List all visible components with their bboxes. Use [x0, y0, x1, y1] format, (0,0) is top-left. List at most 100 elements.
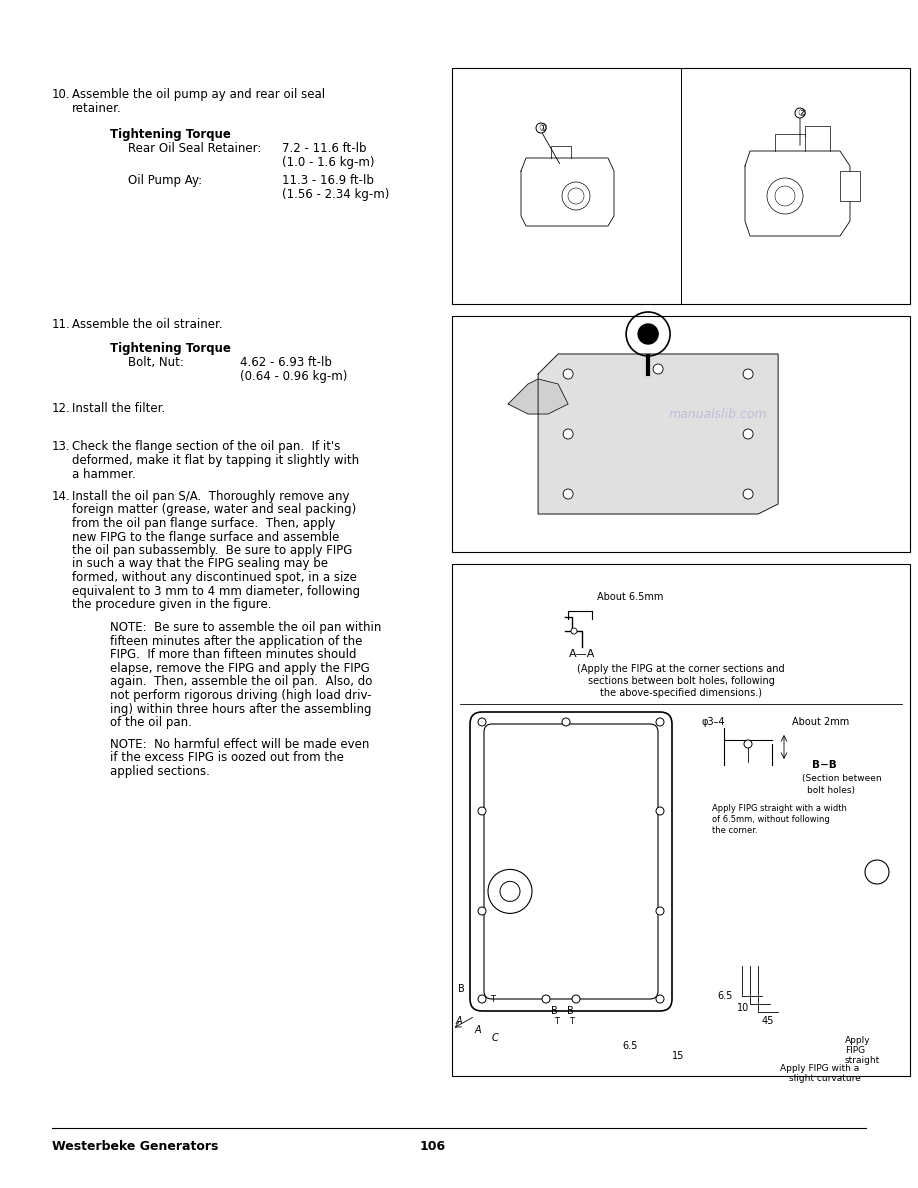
FancyBboxPatch shape: [484, 723, 658, 999]
Text: About 6.5mm: About 6.5mm: [597, 592, 664, 602]
Text: fifteen minutes after the application of the: fifteen minutes after the application of…: [110, 636, 363, 647]
Text: A: A: [475, 1025, 482, 1035]
Bar: [840, 171, 860, 201]
Text: the oil pan subassembly.  Be sure to apply FIPG: the oil pan subassembly. Be sure to appl…: [72, 544, 353, 557]
Text: B−B: B−B: [812, 760, 836, 770]
Text: again.  Then, assemble the oil pan.  Also, do: again. Then, assemble the oil pan. Also,…: [110, 676, 373, 689]
Text: the corner.: the corner.: [712, 826, 757, 835]
Text: Tightening Torque: Tightening Torque: [110, 342, 230, 355]
Text: sections between bolt holes, following: sections between bolt holes, following: [588, 676, 775, 685]
Text: C: C: [492, 1034, 498, 1043]
Circle shape: [743, 369, 753, 379]
Circle shape: [542, 996, 550, 1003]
Text: 11.: 11.: [52, 318, 71, 331]
Text: (1.56 - 2.34 kg-m): (1.56 - 2.34 kg-m): [282, 188, 389, 201]
Text: A: A: [456, 1016, 463, 1026]
Circle shape: [656, 906, 664, 915]
Text: equivalent to 3 mm to 4 mm diameter, following: equivalent to 3 mm to 4 mm diameter, fol…: [72, 584, 360, 598]
Text: Tightening Torque: Tightening Torque: [110, 128, 230, 141]
Text: FIPG.  If more than fifteen minutes should: FIPG. If more than fifteen minutes shoul…: [110, 649, 356, 662]
Text: ①: ①: [539, 124, 547, 133]
Circle shape: [563, 369, 573, 379]
Bar: [452, 68, 910, 304]
Text: the above-specified dimensions.): the above-specified dimensions.): [600, 688, 762, 699]
Text: T: T: [490, 994, 495, 1004]
Text: Apply: Apply: [845, 1036, 870, 1045]
Circle shape: [744, 740, 752, 748]
Polygon shape: [508, 379, 568, 413]
Circle shape: [865, 860, 889, 884]
Text: 15: 15: [672, 1051, 685, 1061]
Text: T: T: [554, 1017, 559, 1026]
Text: of 6.5mm, without following: of 6.5mm, without following: [712, 815, 830, 824]
Circle shape: [488, 870, 532, 914]
Circle shape: [563, 489, 573, 499]
Text: manualslib.com: manualslib.com: [669, 407, 767, 421]
Text: Install the oil pan S/A.  Thoroughly remove any: Install the oil pan S/A. Thoroughly remo…: [72, 489, 350, 503]
Text: from the oil pan flange surface.  Then, apply: from the oil pan flange surface. Then, a…: [72, 517, 335, 530]
Text: 6.5: 6.5: [622, 1041, 637, 1051]
Text: deformed, make it flat by tapping it slightly with: deformed, make it flat by tapping it sli…: [72, 454, 359, 467]
Bar: [452, 564, 910, 1076]
Text: Bolt, Nut:: Bolt, Nut:: [128, 356, 184, 369]
Circle shape: [478, 906, 486, 915]
Text: NOTE:  Be sure to assemble the oil pan within: NOTE: Be sure to assemble the oil pan wi…: [110, 621, 381, 634]
Polygon shape: [538, 354, 778, 514]
Text: Assemble the oil pump ay and rear oil seal: Assemble the oil pump ay and rear oil se…: [72, 88, 325, 101]
Circle shape: [743, 429, 753, 440]
Text: elapse, remove the FIPG and apply the FIPG: elapse, remove the FIPG and apply the FI…: [110, 662, 370, 675]
Text: of the oil pan.: of the oil pan.: [110, 716, 192, 729]
Text: 6.5: 6.5: [717, 991, 733, 1001]
FancyBboxPatch shape: [470, 712, 672, 1011]
Text: 10.: 10.: [52, 88, 71, 101]
Text: if the excess FIPG is oozed out from the: if the excess FIPG is oozed out from the: [110, 751, 344, 764]
Text: NOTE:  No harmful effect will be made even: NOTE: No harmful effect will be made eve…: [110, 738, 369, 751]
Text: Check the flange section of the oil pan.  If it's: Check the flange section of the oil pan.…: [72, 440, 341, 453]
Text: formed, without any discontinued spot, in a size: formed, without any discontinued spot, i…: [72, 571, 357, 584]
Text: retainer.: retainer.: [72, 102, 122, 115]
Circle shape: [562, 718, 570, 726]
Bar: [452, 316, 910, 552]
Text: 4.62 - 6.93 ft-lb: 4.62 - 6.93 ft-lb: [240, 356, 332, 369]
Circle shape: [572, 996, 580, 1003]
Text: Assemble the oil strainer.: Assemble the oil strainer.: [72, 318, 223, 331]
Text: B: B: [458, 984, 465, 994]
Circle shape: [478, 996, 486, 1003]
Text: ②: ②: [798, 108, 806, 118]
Text: Apply FIPG straight with a width: Apply FIPG straight with a width: [712, 804, 847, 813]
Text: Rear Oil Seal Retainer:: Rear Oil Seal Retainer:: [128, 143, 262, 154]
Text: foreign matter (grease, water and seal packing): foreign matter (grease, water and seal p…: [72, 504, 356, 517]
Text: 10: 10: [737, 1003, 749, 1013]
Text: in such a way that the FIPG sealing may be: in such a way that the FIPG sealing may …: [72, 557, 328, 570]
Text: B: B: [567, 1006, 574, 1016]
Text: ing) within three hours after the assembling: ing) within three hours after the assemb…: [110, 702, 372, 715]
Text: T: T: [569, 1017, 574, 1026]
Text: the procedure given in the figure.: the procedure given in the figure.: [72, 598, 272, 611]
Text: slight curvature: slight curvature: [789, 1074, 861, 1083]
Text: applied sections.: applied sections.: [110, 765, 210, 777]
Text: B: B: [551, 1006, 558, 1016]
Circle shape: [656, 718, 664, 726]
Text: Install the filter.: Install the filter.: [72, 402, 165, 415]
Text: not perform rigorous driving (high load driv-: not perform rigorous driving (high load …: [110, 689, 372, 702]
Text: 106: 106: [420, 1140, 446, 1154]
Text: (Apply the FIPG at the corner sections and: (Apply the FIPG at the corner sections a…: [577, 664, 785, 674]
Text: 12.: 12.: [52, 402, 71, 415]
Text: 7.2 - 11.6 ft-lb: 7.2 - 11.6 ft-lb: [282, 143, 366, 154]
Circle shape: [478, 718, 486, 726]
Circle shape: [743, 489, 753, 499]
Text: Oil Pump Ay:: Oil Pump Ay:: [128, 173, 202, 187]
Text: 45: 45: [762, 1016, 775, 1026]
Text: Westerbeke Generators: Westerbeke Generators: [52, 1140, 218, 1154]
Text: (Section between: (Section between: [802, 775, 881, 783]
Text: (0.64 - 0.96 kg-m): (0.64 - 0.96 kg-m): [240, 369, 347, 383]
Circle shape: [656, 807, 664, 815]
Text: 14.: 14.: [52, 489, 71, 503]
Text: About 2mm: About 2mm: [792, 718, 849, 727]
Text: FIPG: FIPG: [845, 1045, 865, 1055]
Text: 11.3 - 16.9 ft-lb: 11.3 - 16.9 ft-lb: [282, 173, 374, 187]
Text: a hammer.: a hammer.: [72, 468, 136, 481]
Circle shape: [571, 628, 577, 634]
Text: new FIPG to the flange surface and assemble: new FIPG to the flange surface and assem…: [72, 531, 340, 543]
Circle shape: [500, 881, 520, 902]
